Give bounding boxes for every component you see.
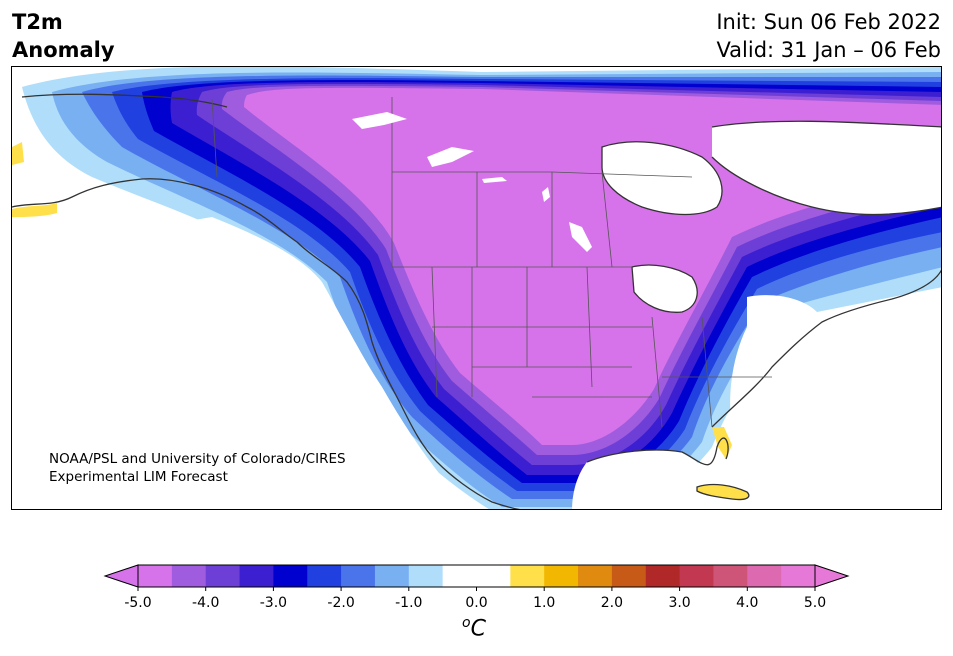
- colorbar-tick-label: -5.0: [124, 595, 151, 611]
- colorbar-tick-label: -3.0: [260, 595, 287, 611]
- colorbar: -5.0 -4.0 -3.0 -2.0 -1.0 0.0 1.0 2.0 3.0 4.0 5.0: [0, 560, 953, 656]
- colorbar-segment: [781, 565, 816, 587]
- colorbar-segment: [205, 565, 241, 587]
- map-title: T2m Anomaly: [12, 10, 115, 62]
- colorbar-tick-label: 4.0: [736, 595, 758, 611]
- colorbar-segment: [239, 565, 274, 587]
- valid-range: Valid: 31 Jan – 06 Feb: [716, 38, 941, 62]
- unit-letter: C: [470, 616, 486, 642]
- anomaly-map-svg: [12, 67, 941, 509]
- colorbar-segment: [611, 565, 647, 587]
- init-date: Init: Sun 06 Feb 2022: [716, 10, 941, 34]
- credit-line-2: Experimental LIM Forecast: [49, 469, 228, 485]
- colorbar-svg: -5.0 -4.0 -3.0 -2.0 -1.0 0.0 1.0 2.0 3.0 4.0 5.0: [103, 564, 850, 611]
- colorbar-segment: [307, 565, 342, 587]
- colorbar-segment: [747, 565, 782, 587]
- gulf-of-mexico: [572, 450, 712, 509]
- anomaly-map: [11, 66, 942, 510]
- colorbar-tick-label: 1.0: [533, 595, 555, 611]
- colorbar-segment: [544, 565, 579, 587]
- colorbar-segment: [442, 565, 477, 587]
- hudson-bay: [602, 141, 722, 215]
- colorbar-segment: [713, 565, 748, 587]
- colorbar-segment: [645, 565, 681, 587]
- colorbar-segment: [476, 565, 511, 587]
- colorbar-segment: [578, 565, 613, 587]
- pacific-ocean: [12, 217, 461, 509]
- colorbar-tick-label: 5.0: [804, 595, 826, 611]
- colorbar-tick-label: 3.0: [668, 595, 690, 611]
- forecast-dates: Init: Sun 06 Feb 2022 Valid: 31 Jan – 06…: [716, 8, 941, 64]
- colorbar-segment: [679, 565, 714, 587]
- colorbar-segment: [341, 565, 376, 587]
- colorbar-tick-label: 2.0: [601, 595, 623, 611]
- colorbar-segment: [510, 565, 545, 587]
- colorbar-tick-label: -4.0: [192, 595, 219, 611]
- map-credit: NOAA/PSL and University of Colorado/CIRE…: [49, 450, 346, 486]
- colorbar-segment: [171, 565, 207, 587]
- colorbar-segment: [408, 565, 444, 587]
- colorbar-under-arrow: [103, 564, 139, 588]
- atlantic-ocean: [702, 307, 941, 509]
- colorbar-segment: [138, 565, 173, 587]
- colorbar-segment: [374, 565, 410, 587]
- unit-degree: o: [462, 615, 471, 631]
- credit-line-1: NOAA/PSL and University of Colorado/CIRE…: [49, 451, 346, 467]
- colorbar-unit: oC: [462, 615, 486, 641]
- florida-warm-anomaly: [712, 427, 732, 459]
- colorbar-segment: [273, 565, 308, 587]
- colorbar-over-arrow: [814, 564, 850, 588]
- colorbar-tick-label: 0.0: [465, 595, 487, 611]
- colorbar-tick-label: -2.0: [327, 595, 354, 611]
- greenland-area: [712, 121, 941, 215]
- colorbar-tick-label: -1.0: [395, 595, 422, 611]
